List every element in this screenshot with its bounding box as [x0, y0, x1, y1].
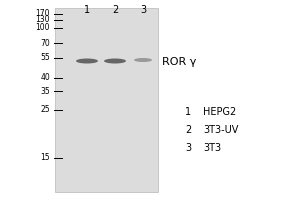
Text: 2: 2 [112, 5, 118, 15]
Text: 25: 25 [40, 106, 50, 114]
Text: 3: 3 [185, 143, 191, 153]
Text: 130: 130 [35, 16, 50, 24]
Text: 15: 15 [40, 154, 50, 162]
Text: 3: 3 [140, 5, 146, 15]
Text: 100: 100 [35, 23, 50, 32]
Ellipse shape [76, 58, 98, 64]
Ellipse shape [134, 58, 152, 62]
Text: 40: 40 [40, 73, 50, 82]
Ellipse shape [104, 58, 126, 64]
Text: 2: 2 [185, 125, 191, 135]
Text: 1: 1 [84, 5, 90, 15]
Text: 3T3: 3T3 [203, 143, 221, 153]
Text: 170: 170 [35, 9, 50, 19]
Text: HEPG2: HEPG2 [203, 107, 236, 117]
Text: ROR γ: ROR γ [162, 57, 196, 67]
Text: 55: 55 [40, 53, 50, 62]
Text: 70: 70 [40, 38, 50, 47]
Text: 35: 35 [40, 86, 50, 96]
Text: 1: 1 [185, 107, 191, 117]
Text: 3T3-UV: 3T3-UV [203, 125, 239, 135]
Bar [55, 8, 158, 192]
